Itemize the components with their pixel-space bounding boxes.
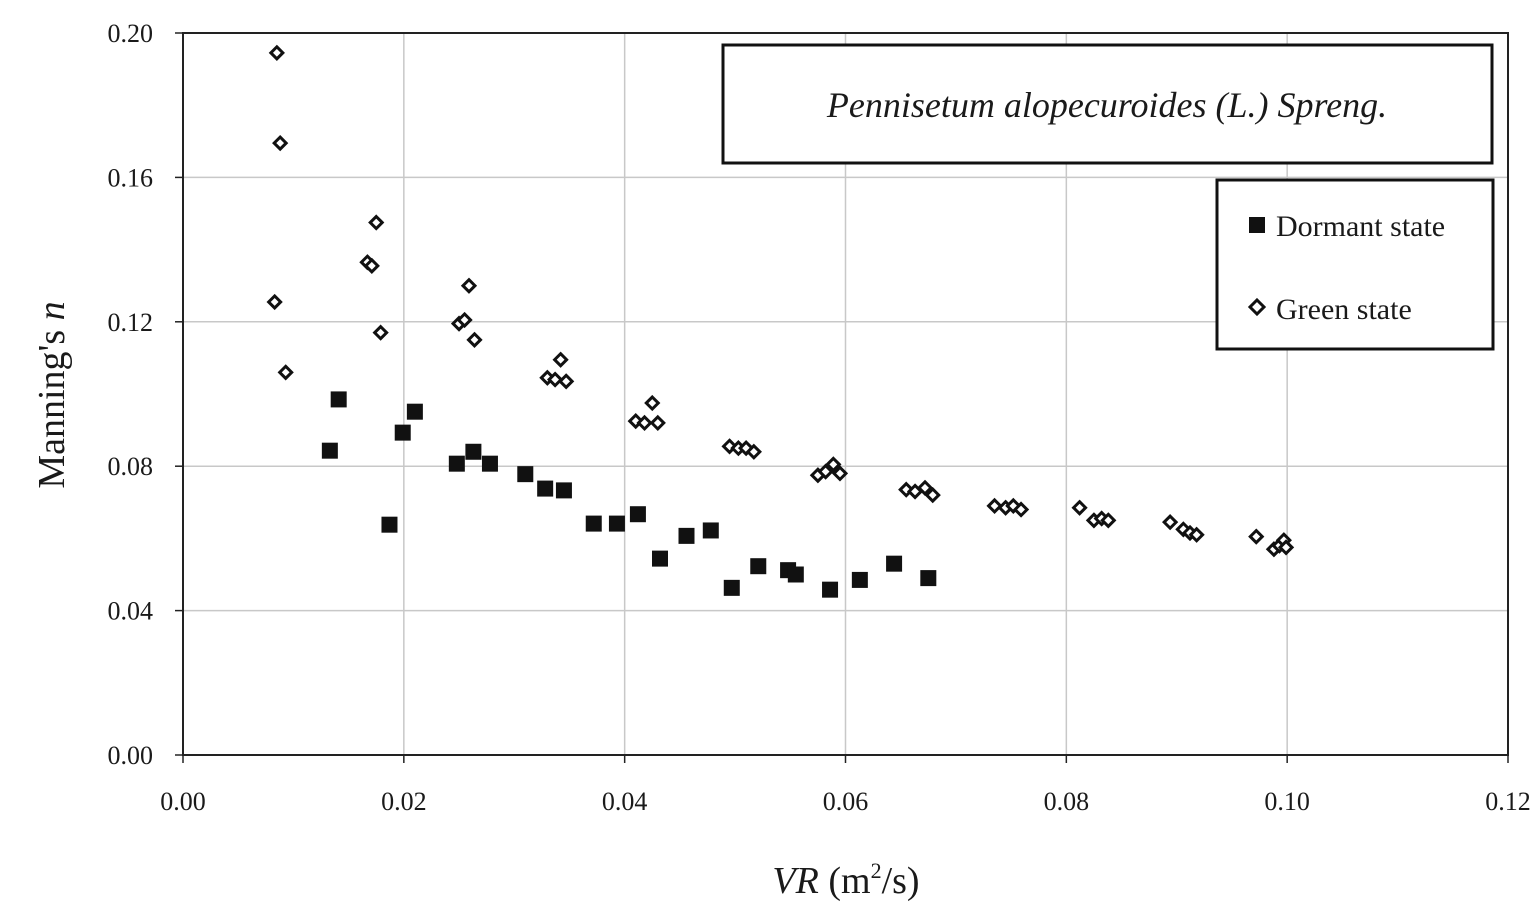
legend-marker-green [1247,297,1267,317]
data-point-dormant [886,555,903,572]
data-point-dormant [448,455,465,472]
x-axis-title-unit: (m [819,860,871,902]
y-axis-title-text: Manning's [31,320,73,488]
data-point-green [466,331,483,348]
data-point-green [460,277,478,294]
data-point-green [277,364,294,381]
data-point-green [1162,514,1179,531]
data-point-dormant [481,455,498,472]
y-tick-label: 0.08 [108,452,154,481]
y-tick-label: 0.12 [108,308,154,337]
data-point-green [372,324,389,341]
x-tick-label: 0.10 [1264,787,1310,816]
data-point-green [368,214,385,231]
data-point-green [546,371,564,388]
data-point-green [272,134,289,152]
data-point-dormant [321,442,338,459]
data-point-green [1175,521,1192,538]
data-point-dormant [537,480,554,497]
data-point-dormant [517,466,534,483]
x-tick-label: 0.06 [823,787,869,816]
y-tick-label: 0.16 [108,163,154,192]
data-point-dormant [629,506,646,523]
legend-marker-dormant [1249,217,1265,233]
data-point-dormant [330,391,347,408]
data-point-green [745,443,762,460]
data-point-green [1071,499,1088,516]
data-point-dormant [723,579,740,596]
y-axis-title: Manning's n [31,301,73,488]
x-tick-label: 0.02 [381,787,427,816]
data-point-dormant [851,571,868,588]
series-green-state [266,44,1295,558]
legend-label-green: Green state [1276,293,1412,326]
x-tick-label: 0.12 [1485,787,1531,816]
data-point-dormant [822,581,839,598]
data-point-green [1100,512,1117,529]
x-axis-title-sup: 2 [871,858,882,883]
series-dormant-state [321,391,937,598]
data-point-green [817,463,834,480]
data-point-dormant [702,522,719,539]
data-point-dormant [465,443,482,460]
chart-title: Pennisetum alopecuroides (L.) Spreng. [826,85,1387,125]
data-point-green [825,456,842,473]
data-point-dormant [787,566,804,583]
legend: Dormant state Green state [1215,178,1495,351]
data-point-green [649,414,666,432]
data-point-green [831,465,849,482]
legend-label-dormant: Dormant state [1276,210,1445,243]
data-point-green [1277,539,1295,556]
title-box: Pennisetum alopecuroides (L.) Spreng. [721,43,1494,165]
data-point-dormant [920,570,937,587]
data-point-green [924,486,941,504]
y-tick-label: 0.20 [108,19,154,48]
data-point-green [636,414,653,432]
data-point-green [986,497,1003,515]
data-point-dormant [678,527,695,544]
data-points [266,44,1295,598]
data-point-green [268,44,285,61]
data-point-dormant [394,424,411,441]
data-point-green [552,351,569,368]
data-point-green [266,293,283,311]
y-tick-label: 0.04 [108,597,154,626]
y-axis-title-var: n [31,301,73,320]
data-point-green [363,257,380,274]
data-point-green [644,394,661,412]
data-point-dormant [652,550,668,567]
y-tick-label: 0.00 [108,741,154,770]
data-point-dormant [555,482,572,499]
data-point-green [1248,528,1265,545]
data-point-dormant [381,516,398,533]
data-point-green [1012,501,1030,518]
x-axis-title: VR (m2/s) [772,858,919,902]
x-axis-title-unit-close: /s) [882,860,920,902]
axis-ticks: 0.00 0.02 0.04 0.06 0.08 0.10 0.12 0.00 0.04 0.08… [108,19,1531,816]
data-point-green [1188,526,1205,543]
x-tick-label: 0.04 [602,787,648,816]
data-point-green [456,311,473,329]
data-point-dormant [750,558,767,575]
data-point-dormant [406,403,423,420]
data-point-green [916,479,934,496]
data-point-dormant [608,515,625,532]
data-point-green [558,373,575,390]
x-axis-title-var: VR [772,860,818,902]
data-point-green [721,438,738,455]
x-tick-label: 0.00 [160,787,206,816]
data-point-dormant [585,515,602,532]
x-tick-label: 0.08 [1044,787,1090,816]
